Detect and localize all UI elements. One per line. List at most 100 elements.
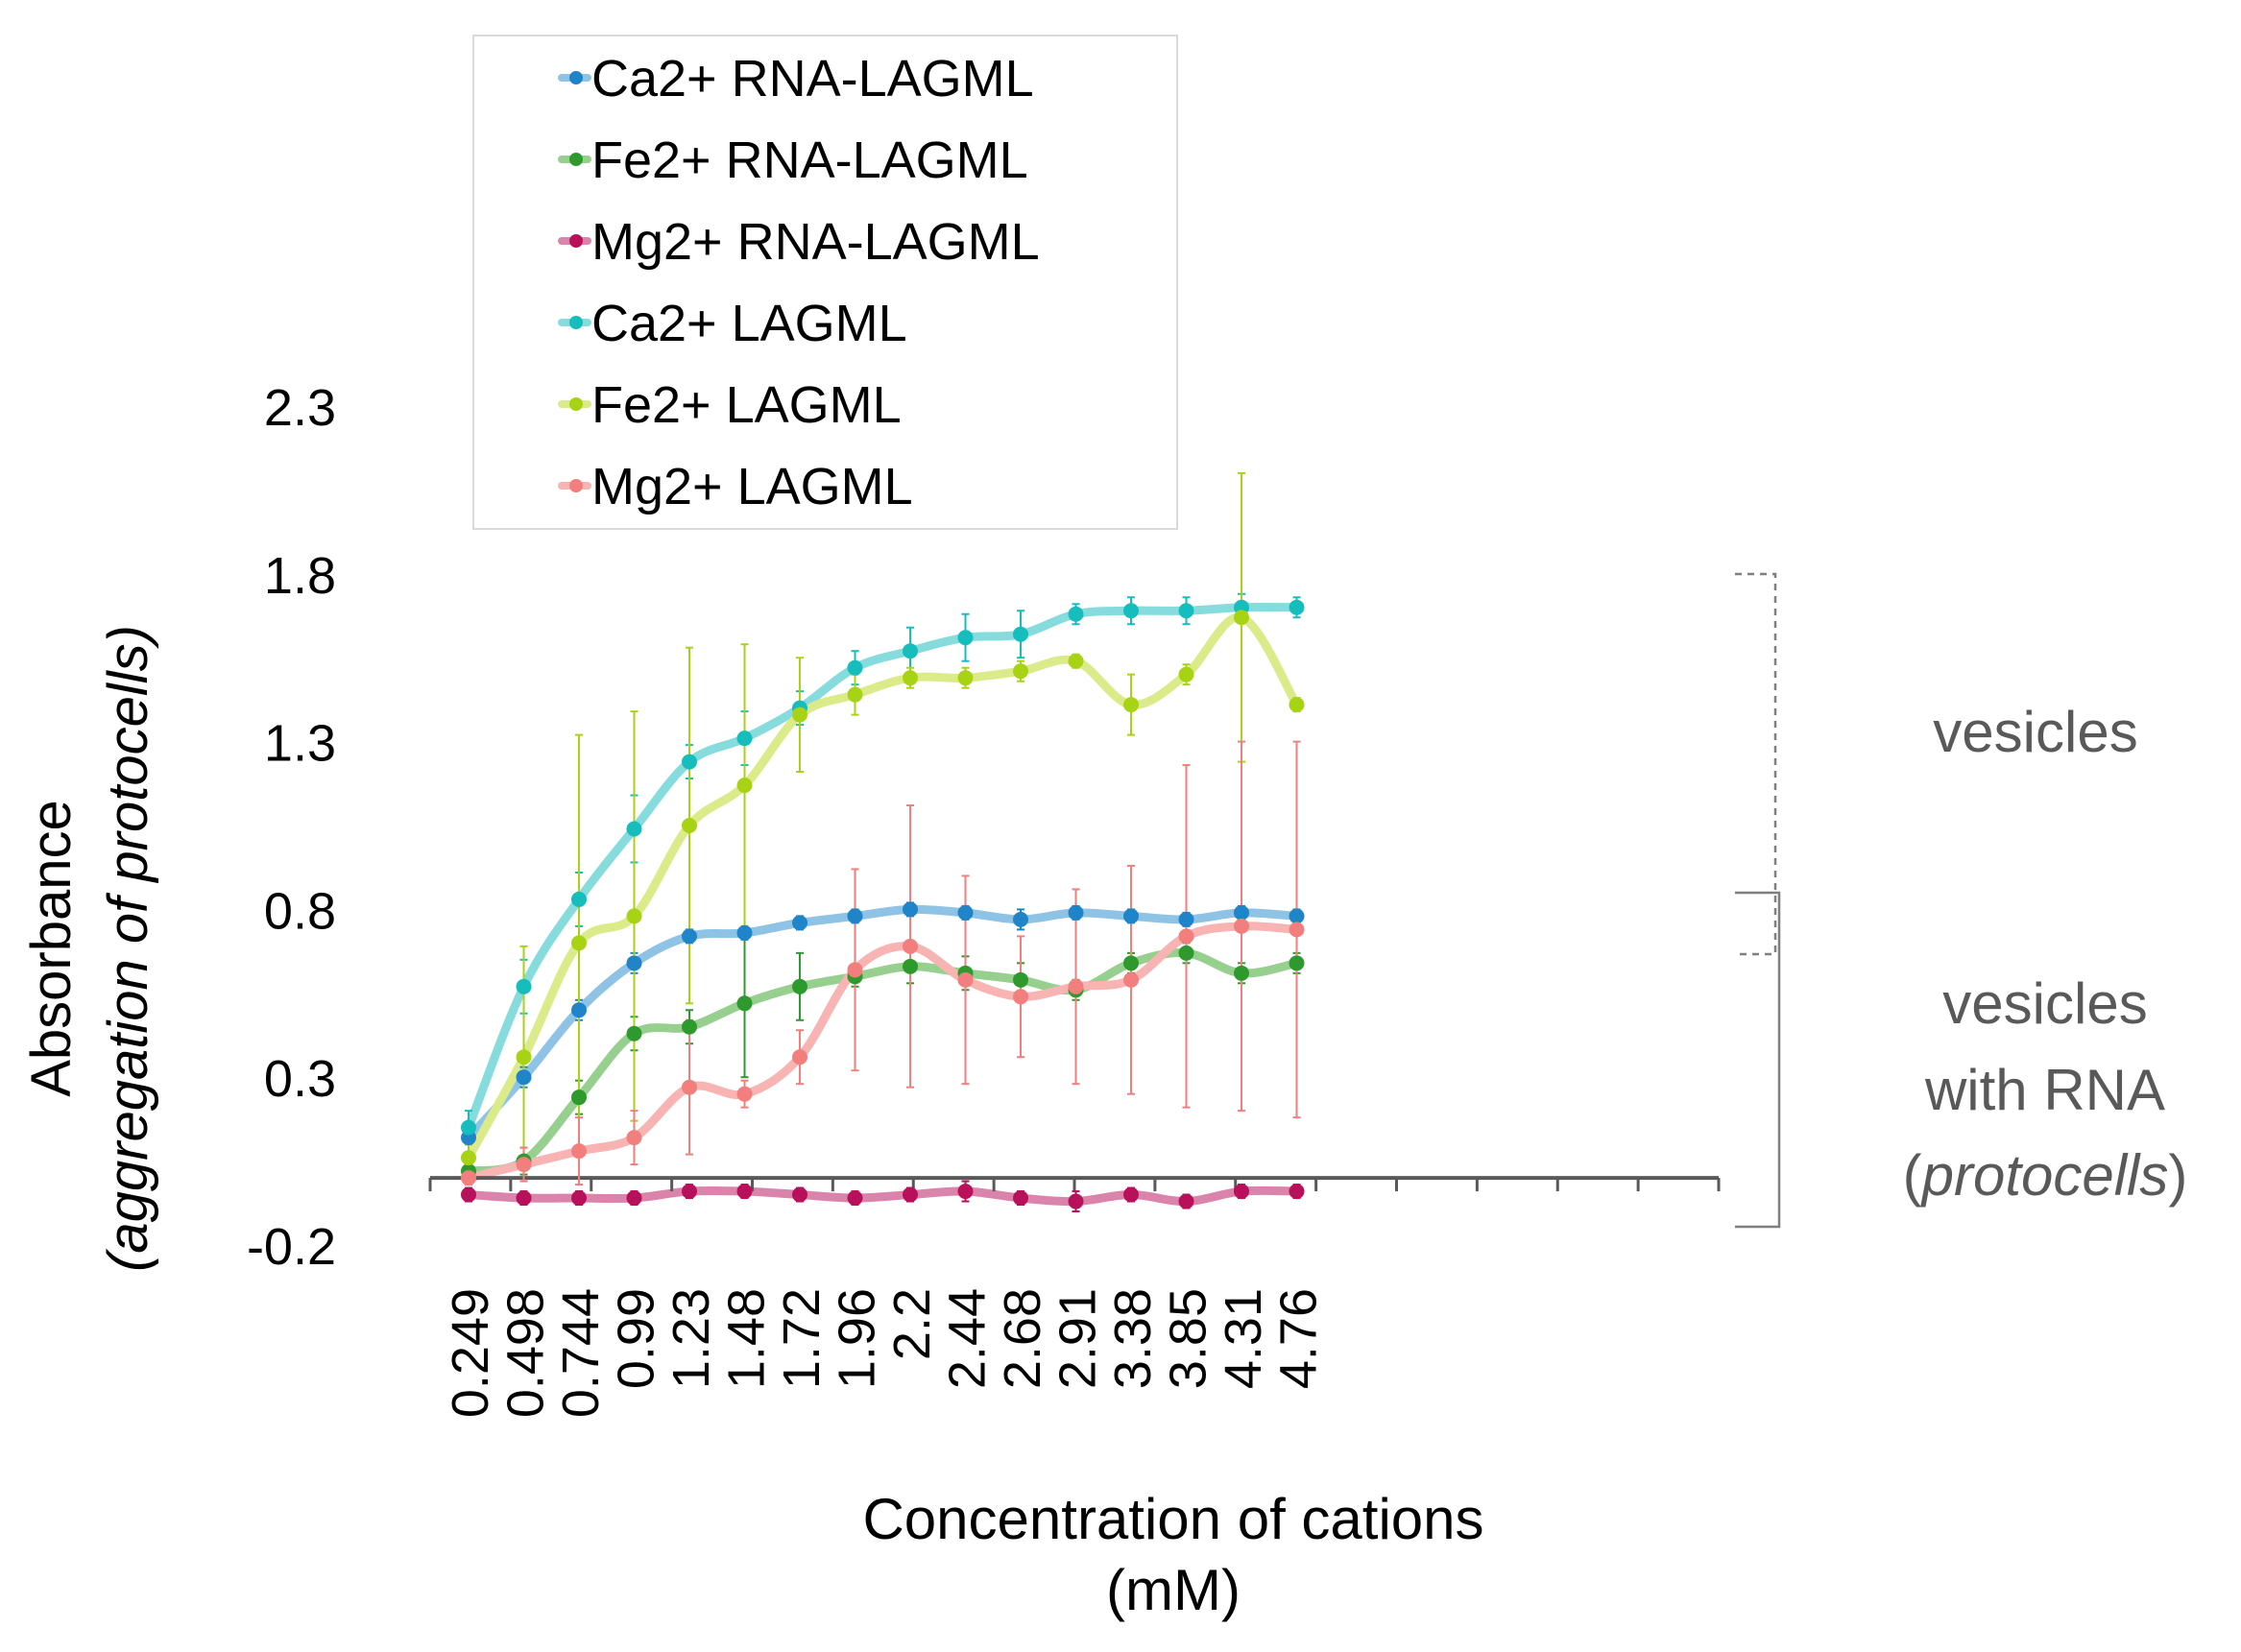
data-point xyxy=(626,821,642,837)
data-point xyxy=(626,1190,642,1207)
vesicles-rna-label-line3: (protocells) xyxy=(1903,1143,2188,1208)
data-point xyxy=(792,978,807,994)
series-line xyxy=(464,948,1301,1176)
data-point xyxy=(1178,603,1194,619)
data-point xyxy=(1289,697,1305,713)
x-tick-label: 3.38 xyxy=(1104,1288,1162,1389)
legend-item: Fe2+ RNA-LAGML xyxy=(558,132,1028,189)
data-point xyxy=(1013,971,1028,988)
x-axis-title-line1: Concentration of cations xyxy=(862,1487,1483,1551)
data-point xyxy=(847,1190,863,1207)
paren-close: ) xyxy=(2168,1143,2187,1208)
legend-swatch-marker xyxy=(569,479,583,492)
legend-swatch-marker xyxy=(569,71,583,84)
data-point xyxy=(1178,928,1194,945)
data-point xyxy=(736,730,753,747)
data-point xyxy=(903,958,918,974)
data-point xyxy=(1013,663,1028,680)
data-point xyxy=(571,1002,587,1018)
legend-label: Fe2+ LAGML xyxy=(591,376,902,434)
data-point xyxy=(1234,965,1249,981)
x-tick-label: 1.72 xyxy=(773,1288,831,1389)
data-point xyxy=(461,1119,476,1136)
data-point xyxy=(957,670,974,686)
data-point xyxy=(792,915,807,931)
x-tick-label: 4.31 xyxy=(1215,1288,1272,1389)
data-point xyxy=(682,1018,697,1035)
data-point xyxy=(682,818,697,833)
series-lines xyxy=(464,603,1301,1207)
data-point xyxy=(516,1049,532,1065)
data-point xyxy=(1013,1190,1028,1207)
protocells-italic: protocells xyxy=(1920,1143,2169,1208)
data-point xyxy=(1234,1184,1249,1200)
data-point xyxy=(461,1150,476,1166)
data-point xyxy=(571,891,587,907)
data-point xyxy=(903,901,918,918)
x-tick-label: 2.91 xyxy=(1049,1288,1107,1389)
data-point xyxy=(736,995,753,1012)
data-point xyxy=(1068,904,1084,921)
data-point xyxy=(736,1184,753,1200)
legend-swatch-marker xyxy=(569,397,583,411)
legend-label: Mg2+ RNA-LAGML xyxy=(591,213,1040,271)
x-tick-label: 0.498 xyxy=(497,1288,555,1418)
data-point xyxy=(626,1130,642,1146)
x-tick-label: 1.48 xyxy=(718,1288,776,1389)
data-point xyxy=(957,971,974,988)
data-point xyxy=(903,670,918,686)
data-point xyxy=(1289,599,1305,615)
y-tick-label: -0.2 xyxy=(247,1218,336,1276)
legend-item: Mg2+ RNA-LAGML xyxy=(558,213,1040,271)
paren-open: ( xyxy=(1903,1143,1922,1208)
x-tick-label: 2.68 xyxy=(994,1288,1051,1389)
x-tick-label: 1.23 xyxy=(663,1288,720,1389)
y-tick-label: 0.3 xyxy=(264,1050,336,1108)
data-point xyxy=(792,706,807,723)
data-point xyxy=(516,978,532,994)
legend-swatch-marker xyxy=(569,316,583,329)
data-point xyxy=(461,1186,476,1203)
data-point xyxy=(626,908,642,924)
x-tick-label: 1.96 xyxy=(829,1288,886,1389)
legend-box xyxy=(472,35,1178,530)
data-point xyxy=(957,630,974,646)
x-tick-label: 0.99 xyxy=(608,1288,665,1389)
data-point xyxy=(682,1184,697,1200)
x-axis-title-line2: (mM) xyxy=(1106,1558,1241,1622)
data-point xyxy=(903,643,918,659)
data-point xyxy=(516,1190,532,1207)
y-axis-title: Absorbance (aggregation of protocells) xyxy=(20,625,159,1272)
data-point xyxy=(1289,922,1305,938)
x-tick-labels: 0.2490.4980.7440.991.231.481.721.962.22.… xyxy=(442,1288,1328,1418)
y-axis-title-line1: Absorbance xyxy=(20,800,83,1097)
legend-swatch-marker xyxy=(569,153,583,166)
data-point xyxy=(1123,603,1139,619)
data-point xyxy=(682,928,697,945)
data-points xyxy=(461,599,1305,1209)
data-point xyxy=(1178,1193,1194,1209)
series-line xyxy=(464,1185,1301,1207)
data-point xyxy=(682,1079,697,1095)
data-point xyxy=(626,1025,642,1041)
data-point xyxy=(571,1143,587,1160)
legend-swatch-marker xyxy=(569,234,583,248)
data-point xyxy=(571,1089,587,1106)
legend-item: Ca2+ RNA-LAGML xyxy=(558,50,1034,108)
data-point xyxy=(1068,978,1084,994)
data-point xyxy=(736,924,753,941)
y-tick-labels: 2.3 1.8 1.3 0.8 0.3 -0.2 xyxy=(247,379,336,1276)
error-bars xyxy=(465,471,1301,1213)
data-point xyxy=(1289,908,1305,924)
data-point xyxy=(1289,1184,1305,1200)
data-point xyxy=(903,1186,918,1203)
data-point xyxy=(1234,918,1249,934)
y-tick-label: 2.3 xyxy=(264,379,336,437)
data-point xyxy=(1289,955,1305,971)
data-point xyxy=(903,938,918,954)
data-point xyxy=(1013,911,1028,927)
data-point xyxy=(847,962,863,978)
series-line xyxy=(464,922,1301,1183)
data-point xyxy=(736,1086,753,1102)
